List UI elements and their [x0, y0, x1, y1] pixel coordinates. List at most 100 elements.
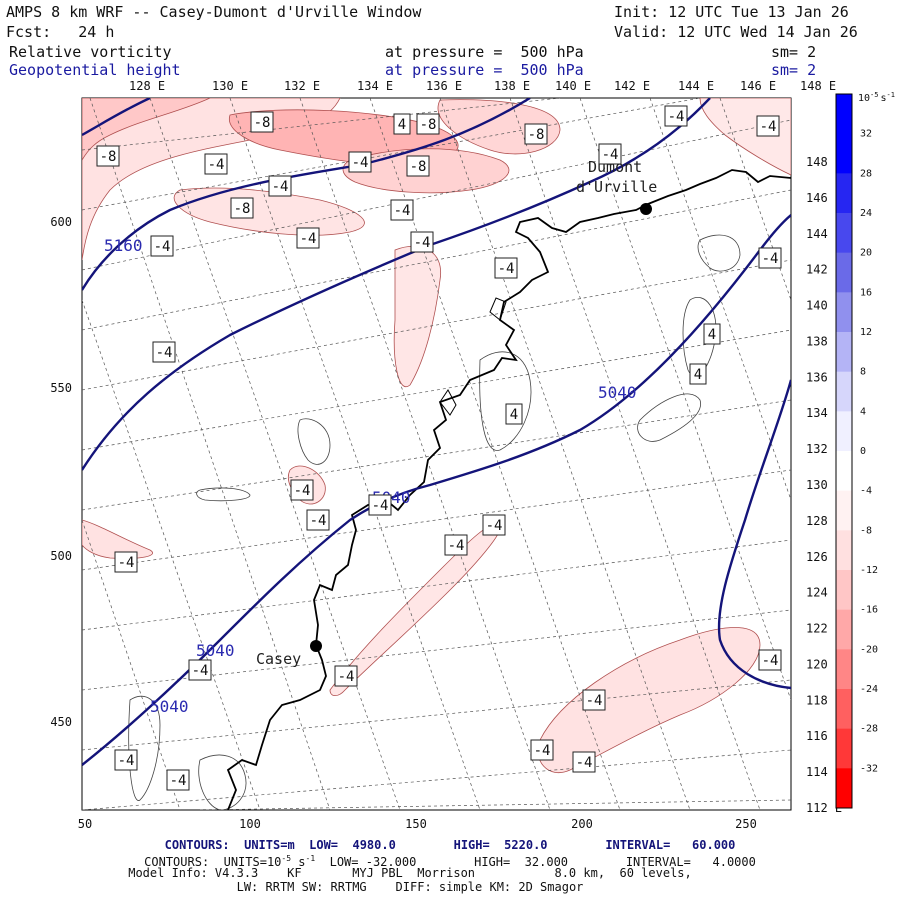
height-contour-5040	[82, 214, 791, 766]
vorticity-label: -4	[352, 155, 369, 171]
vorticity-label-box	[290, 479, 314, 501]
vorticity-label: -4	[486, 518, 503, 534]
colorbar-level: -4	[860, 486, 872, 497]
vorticity-label: -8	[254, 115, 271, 131]
y-tick: 550	[50, 381, 72, 395]
height-label: 5040	[150, 697, 189, 716]
colorbar: 32 28 24 20 16 12 8 4 0 -4 -8 -12 -16 -20 -24 -28 -32 10…	[835, 91, 895, 809]
colorbar-level: 16	[860, 287, 872, 298]
vorticity-label-box	[582, 689, 606, 711]
vorticity-label: -4	[300, 231, 317, 247]
colorbar-swatch	[836, 213, 852, 254]
vorticity-label-box	[703, 323, 721, 345]
map-graticule	[82, 98, 791, 810]
latitude-label: 130 E	[806, 478, 842, 492]
field1-smoothing: sm= 2	[771, 43, 817, 61]
vorticity-label: -4	[338, 669, 355, 685]
durville-label: d'Urville	[576, 178, 657, 196]
longitude-label: 148 E	[800, 79, 836, 93]
x-tick: 50	[78, 817, 92, 831]
colorbar-unit: 10-5 s-1	[858, 91, 895, 104]
colorbar-swatch	[836, 371, 852, 412]
vorticity-label: -4	[668, 109, 685, 125]
vorticity-label: -4	[414, 235, 431, 251]
colorbar-swatch	[836, 768, 852, 809]
vorticity-label-box	[689, 363, 707, 385]
vorticity-label: -4	[602, 147, 619, 163]
vorticity-label-box	[758, 247, 782, 269]
latitude-label: 132 E	[806, 442, 842, 456]
latitude-label: 114 E	[806, 765, 842, 779]
vorticity-label: -8	[100, 149, 117, 165]
colorbar-level: 12	[860, 327, 872, 338]
vorticity-label-box	[368, 494, 392, 516]
latitude-label: 126 E	[806, 550, 842, 564]
colorbar-swatch	[836, 728, 852, 769]
longitude-label: 146 E	[740, 79, 776, 93]
y-tick: 500	[50, 549, 72, 563]
vorticity-contours	[128, 234, 741, 810]
vorticity-label: -4	[762, 251, 779, 267]
footer-height-contours: CONTOURS: UNITS=m LOW= 4980.0 HIGH= 5220…	[164, 838, 736, 852]
vorticity-label-box	[444, 534, 468, 556]
vorticity-label-box	[334, 665, 358, 687]
vorticity-label-box	[150, 235, 174, 257]
colorbar-level: -12	[860, 565, 878, 576]
vorticity-negative-region	[82, 519, 153, 559]
vorticity-label-box	[230, 197, 254, 219]
colorbar-level: 0	[860, 446, 866, 457]
vorticity-label: -4	[294, 483, 311, 499]
vorticity-label: 4	[398, 117, 406, 133]
vorticity-label-box	[250, 111, 274, 133]
vorticity-label-box	[756, 115, 780, 137]
latitude-label: 134 E	[806, 406, 842, 420]
vorticity-label: -4	[586, 693, 603, 709]
footer-vorticity-contours: CONTOURS: UNITS=10-5 s-1 LOW= -32.000 HI…	[144, 854, 756, 869]
y-tick: 600	[50, 215, 72, 229]
longitude-label: 142 E	[614, 79, 650, 93]
longitude-label: 128 E	[129, 79, 165, 93]
latitude-label: 138 E	[806, 334, 842, 348]
vorticity-labels: -8 -8 -8 -8 4 -8 -8 -4 -4 -4 -4 -4 -4 -4 -4 -4 -4 -4 4 4 4 -4…	[96, 105, 782, 791]
longitude-label: 134 E	[357, 79, 393, 93]
height-label: 5160	[104, 236, 143, 255]
x-tick: 200	[571, 817, 593, 831]
vorticity-label: -8	[234, 201, 251, 217]
field1-name: Relative vorticity	[9, 43, 172, 61]
vorticity-label-box	[572, 751, 596, 773]
vorticity-label-box	[114, 551, 138, 573]
field2-level: at pressure = 500 hPa	[385, 61, 584, 79]
x-tick: 250	[735, 817, 757, 831]
vorticity-label-box	[96, 145, 120, 167]
vorticity-label-box	[393, 113, 411, 135]
vorticity-label: -4	[310, 513, 327, 529]
vorticity-label: -4	[760, 119, 777, 135]
colorbar-level: 20	[860, 248, 872, 259]
vorticity-label-box	[598, 143, 622, 165]
vorticity-label-box	[114, 749, 138, 771]
vorticity-label-box	[268, 175, 292, 197]
vorticity-label-box	[410, 231, 434, 253]
vorticity-label: 4	[694, 367, 702, 383]
vorticity-label: -8	[410, 159, 427, 175]
vorticity-label: -4	[192, 663, 209, 679]
latitude-label: 148 E	[806, 155, 842, 169]
vorticity-label: -4	[272, 179, 289, 195]
colorbar-swatch	[836, 530, 852, 571]
vorticity-negative-region	[82, 98, 211, 161]
vorticity-label: -4	[448, 538, 465, 554]
vorticity-label-box	[482, 514, 506, 536]
longitude-label: 132 E	[284, 79, 320, 93]
colorbar-swatch	[836, 332, 852, 373]
colorbar-swatch	[836, 451, 852, 492]
x-tick: 150	[405, 817, 427, 831]
colorbar-level: 8	[860, 367, 866, 378]
vorticity-label: -8	[528, 127, 545, 143]
colorbar-swatch	[836, 570, 852, 611]
vorticity-label: -4	[170, 773, 187, 789]
valid-time: Valid: 12 UTC Wed 14 Jan 26	[614, 23, 858, 41]
field2-name: Geopotential height	[9, 61, 181, 79]
forecast-hour: Fcst: 24 h	[6, 23, 115, 41]
colorbar-frame	[835, 93, 853, 809]
